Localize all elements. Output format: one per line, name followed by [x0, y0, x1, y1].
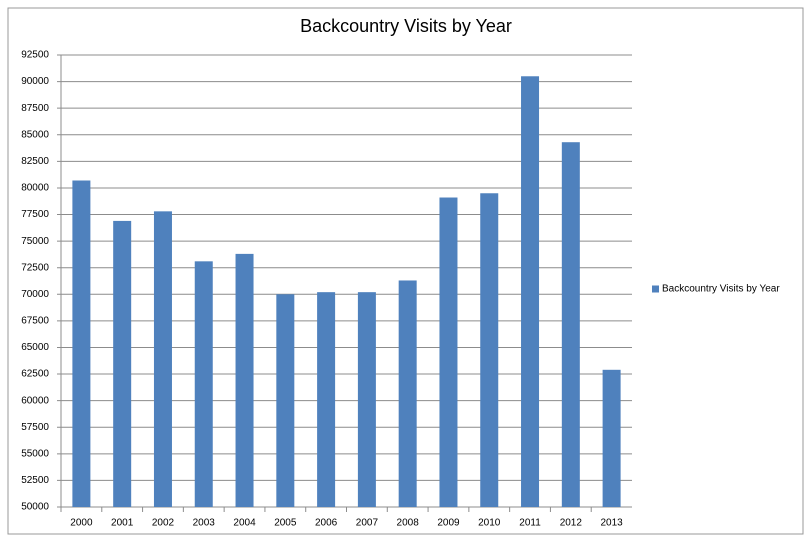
- bar: [194, 261, 213, 507]
- x-tick-label: 2008: [397, 518, 420, 529]
- bar: [439, 197, 458, 507]
- x-tick-label: 2001: [111, 518, 134, 529]
- x-tick-label: 2009: [437, 518, 460, 529]
- y-tick-label: 90000: [21, 76, 49, 87]
- y-tick-label: 52500: [21, 475, 49, 486]
- y-tick-label: 75000: [21, 236, 49, 247]
- chart-title: Backcountry Visits by Year: [300, 16, 512, 36]
- bar: [72, 180, 91, 508]
- y-tick-label: 65000: [21, 342, 49, 353]
- bar: [317, 292, 336, 507]
- bar: [561, 142, 580, 507]
- bar: [480, 193, 499, 507]
- legend-swatch: [652, 285, 659, 293]
- x-tick-label: 2012: [560, 518, 583, 529]
- y-tick-label: 60000: [21, 395, 49, 406]
- x-tick-label: 2007: [356, 518, 379, 529]
- x-tick-label: 2000: [70, 518, 93, 529]
- bar: [113, 220, 132, 507]
- bar: [235, 253, 254, 507]
- y-tick-label: 55000: [21, 448, 49, 459]
- y-tick-label: 67500: [21, 316, 49, 327]
- y-tick-label: 85000: [21, 129, 49, 140]
- bar: [602, 369, 621, 507]
- y-tick-label: 50000: [21, 502, 49, 513]
- bar: [153, 211, 172, 508]
- x-tick-label: 2005: [274, 518, 297, 529]
- x-tick-label: 2013: [600, 518, 623, 529]
- x-tick-label: 2002: [152, 518, 175, 529]
- y-tick-label: 82500: [21, 156, 49, 167]
- bar: [398, 280, 417, 507]
- bar: [276, 294, 295, 507]
- y-tick-label: 80000: [21, 183, 49, 194]
- y-tick-label: 72500: [21, 262, 49, 273]
- x-tick-label: 2011: [519, 518, 541, 529]
- x-tick-label: 2010: [478, 518, 501, 529]
- legend-label: Backcountry Visits by Year: [662, 284, 780, 295]
- y-tick-label: 87500: [21, 103, 49, 114]
- y-tick-label: 70000: [21, 289, 49, 300]
- x-tick-label: 2006: [315, 518, 338, 529]
- y-tick-label: 62500: [21, 369, 49, 380]
- bar: [521, 76, 540, 507]
- x-tick-label: 2004: [233, 518, 256, 529]
- y-tick-label: 77500: [21, 209, 49, 220]
- y-tick-label: 92500: [21, 50, 49, 61]
- x-tick-label: 2003: [193, 518, 216, 529]
- bar: [357, 292, 376, 507]
- y-tick-label: 57500: [21, 422, 49, 433]
